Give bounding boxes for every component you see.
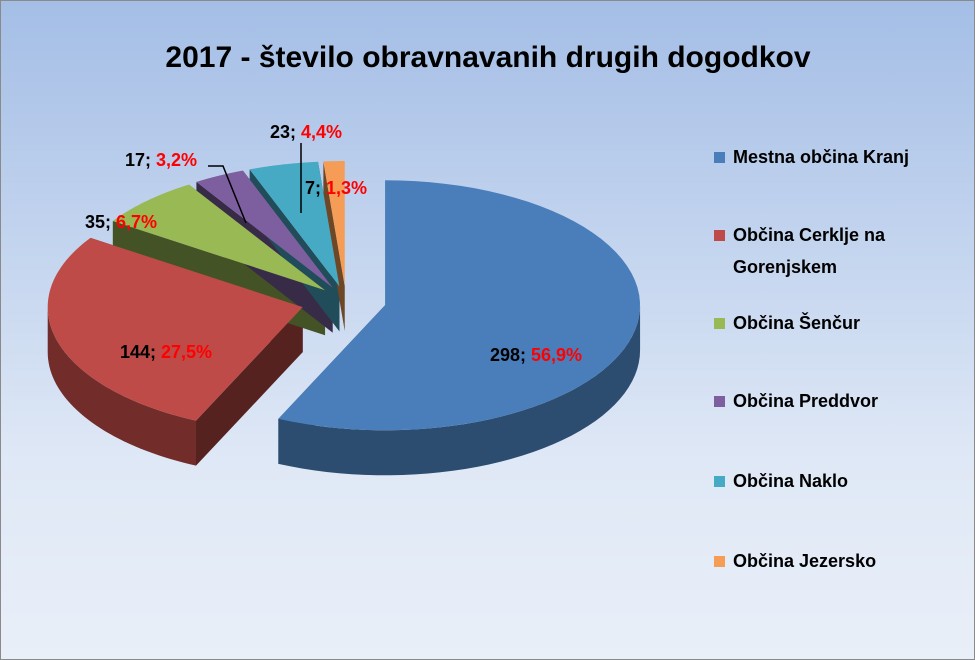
leader-line xyxy=(208,165,247,224)
chart-title: 2017 - število obravnavanih drugih dogod… xyxy=(165,41,810,74)
legend-swatch xyxy=(714,318,725,329)
legend-label: Občina Jezersko xyxy=(733,551,877,571)
data-label: 298; 56,9% xyxy=(490,345,582,365)
legend-swatch xyxy=(714,152,725,163)
legend-item: Občina Jezersko xyxy=(714,545,973,577)
slice xyxy=(47,237,303,421)
slice-side xyxy=(323,161,345,332)
legend-item: Občina Cerklje na Gorenjskem xyxy=(714,219,943,283)
data-label: 144; 27,5% xyxy=(120,342,212,362)
legend-swatch xyxy=(714,396,725,407)
slice xyxy=(278,180,641,431)
tops xyxy=(47,161,641,431)
slice xyxy=(112,184,326,291)
slice-side xyxy=(278,305,641,476)
slice xyxy=(249,161,340,287)
slice xyxy=(196,170,333,288)
legend-label: Občina Preddvor xyxy=(733,391,879,411)
legend-swatch xyxy=(714,556,725,567)
legend-label: Mestna občina Kranj xyxy=(733,147,910,167)
legend-label: Občina Šenčur xyxy=(733,313,861,333)
data-label: 35; 6,7% xyxy=(85,212,157,232)
legend-item: Mestna občina Kranj xyxy=(714,141,973,173)
legend-item: Občina Naklo xyxy=(714,465,973,497)
legend-swatch xyxy=(714,230,725,241)
legend-label: Občina Cerklje na Gorenjskem xyxy=(733,225,886,277)
legend-item: Občina Šenčur xyxy=(714,307,973,339)
slice-side xyxy=(196,307,303,466)
labels: 298; 56,9% 144; 27,5% 35; 6,7% 17; 3,2% 23; … xyxy=(85,122,582,365)
data-label: 7; 1,3% xyxy=(305,178,367,198)
slice xyxy=(323,161,345,287)
legend-label: Občina Naklo xyxy=(733,471,849,491)
legend-swatch xyxy=(714,476,725,487)
slice-side xyxy=(47,307,197,466)
data-label: 17; 3,2% xyxy=(125,150,197,170)
legend-item: Občina Preddvor xyxy=(714,385,973,417)
data-label: 23; 4,4% xyxy=(270,122,342,142)
